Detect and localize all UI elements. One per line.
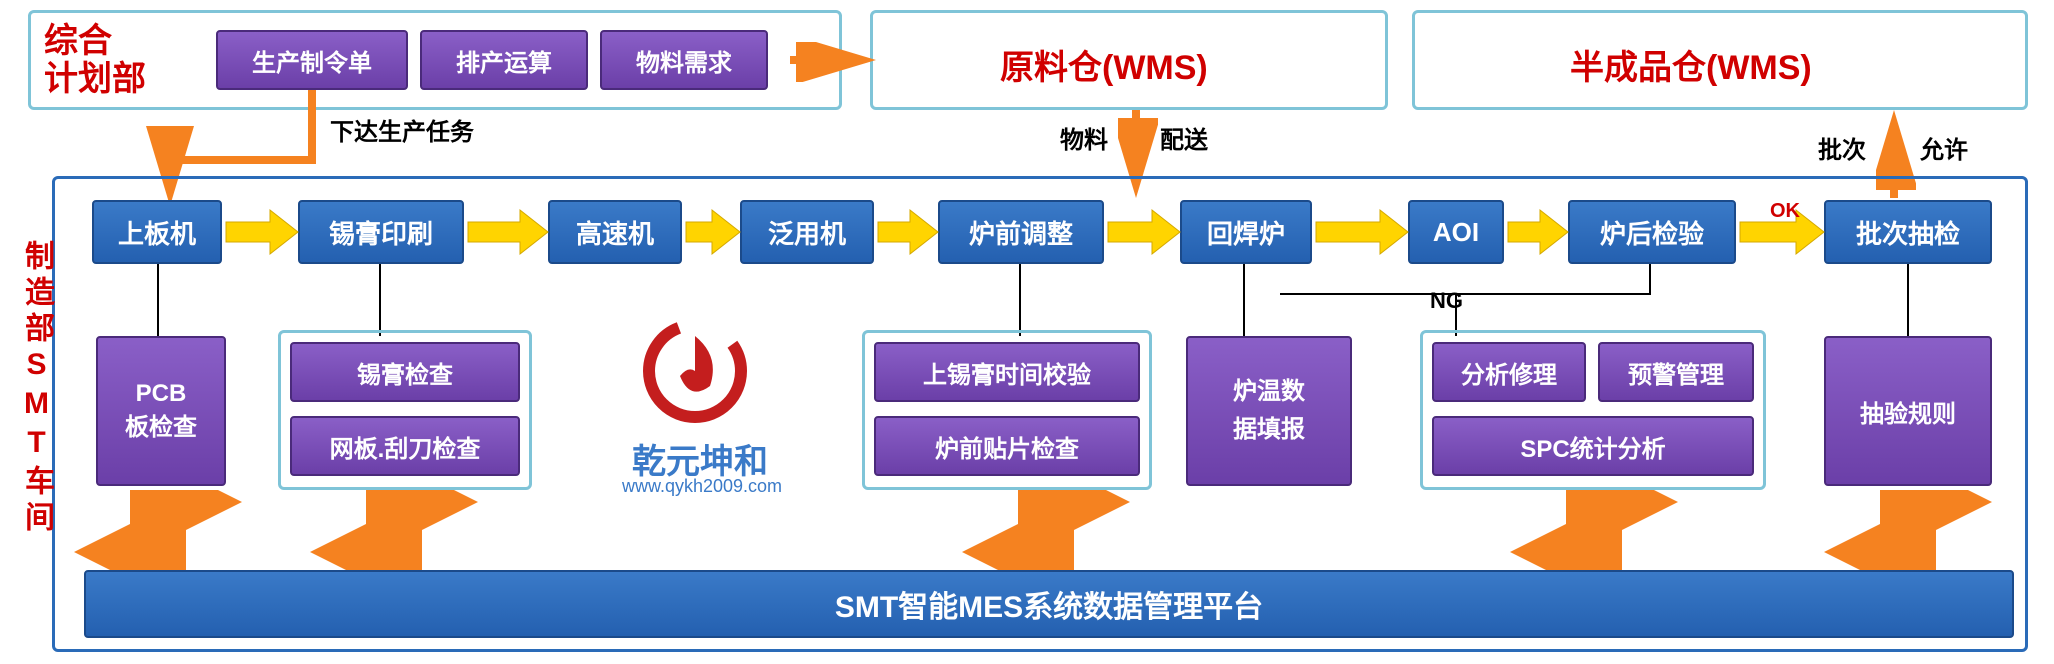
solder-time-box: 上锡膏时间校验 xyxy=(874,342,1140,402)
scheduling-box: 排产运算 xyxy=(420,30,588,90)
pcb-check-box: PCB 板检查 xyxy=(96,336,226,486)
material-left-label: 物料 xyxy=(1060,120,1108,155)
material-req-box: 物料需求 xyxy=(600,30,768,90)
spc-box: SPC统计分析 xyxy=(1432,416,1754,476)
prefurnace-check-box: 炉前贴片检查 xyxy=(874,416,1140,476)
batch-right-label: 允许 xyxy=(1920,130,1968,165)
warning-mgmt-box: 预警管理 xyxy=(1598,342,1754,402)
analysis-repair-box: 分析修理 xyxy=(1432,342,1586,402)
ok-label: OK xyxy=(1770,200,1800,223)
issue-task-label: 下达生产任务 xyxy=(330,112,474,147)
logo-icon xyxy=(640,316,750,426)
solder-paste-check-box: 锡膏检查 xyxy=(290,342,520,402)
planning-dept-label: 综合 计划部 xyxy=(44,22,146,98)
bottom-platform-bar: SMT智能MES系统数据管理平台 xyxy=(84,570,2014,638)
material-right-label: 配送 xyxy=(1160,120,1208,155)
flow-arrows-yellow xyxy=(0,200,2054,270)
double-arrows xyxy=(0,490,2054,570)
raw-warehouse-label: 原料仓(WMS) xyxy=(1000,40,1208,89)
sampling-rule-box: 抽验规则 xyxy=(1824,336,1992,486)
semi-warehouse-label: 半成品仓(WMS) xyxy=(1570,40,1812,89)
furnace-temp-box: 炉温数 据填报 xyxy=(1186,336,1352,486)
batch-left-label: 批次 xyxy=(1818,130,1866,165)
arrow-planning-to-raw xyxy=(790,42,880,82)
stencil-check-box: 网板.刮刀检查 xyxy=(290,416,520,476)
production-order-box: 生产制令单 xyxy=(216,30,408,90)
